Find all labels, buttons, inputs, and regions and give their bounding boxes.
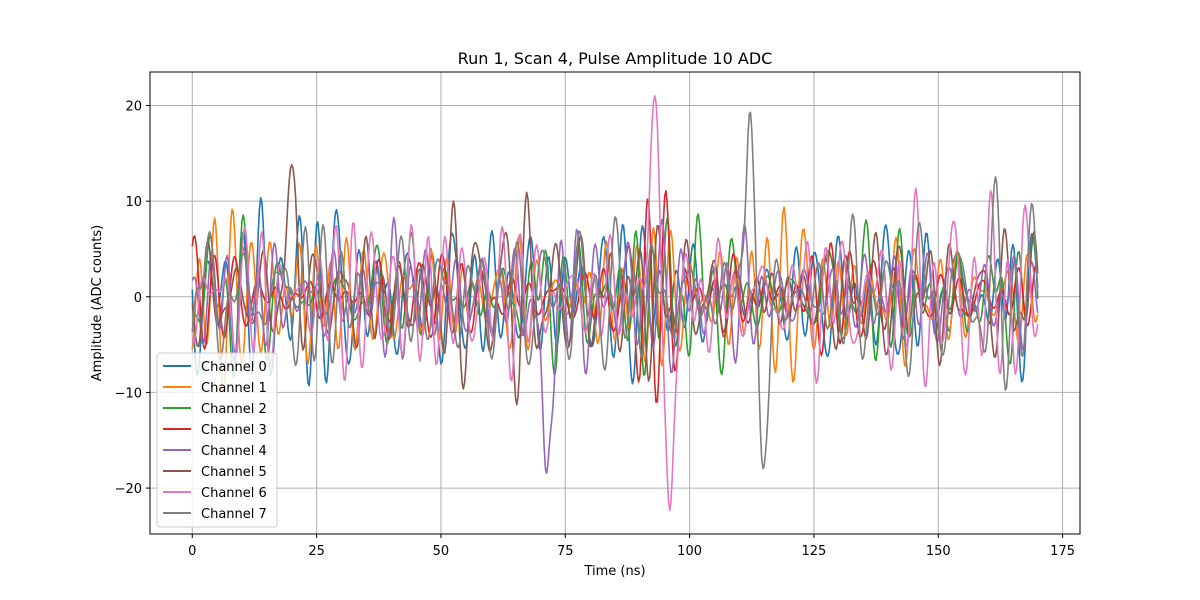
y-tick-label: −20 — [115, 482, 142, 497]
plot-frame — [149, 71, 1081, 535]
x-tick-label: 0 — [188, 544, 196, 559]
y-axis-ticks: −20 −10 0 10 20 — [115, 99, 150, 497]
series-line — [191, 111, 1039, 470]
legend-label: Channel 3 — [201, 423, 267, 438]
legend-label: Channel 2 — [201, 402, 267, 417]
x-tick-label: 75 — [557, 544, 574, 559]
x-tick-label: 175 — [1050, 544, 1075, 559]
series-lines — [191, 95, 1039, 512]
legend-label: Channel 5 — [201, 465, 267, 480]
x-tick-label: 100 — [677, 544, 702, 559]
x-tick-label: 125 — [802, 544, 827, 559]
legend-label: Channel 6 — [201, 486, 267, 501]
y-tick-label: 20 — [125, 99, 142, 114]
legend-label: Channel 0 — [201, 360, 267, 375]
legend-label: Channel 7 — [201, 507, 267, 522]
x-tick-label: 25 — [308, 544, 325, 559]
series-line — [191, 95, 1039, 512]
legend-box — [156, 352, 278, 528]
legend-label: Channel 4 — [201, 444, 267, 459]
x-tick-label: 150 — [926, 544, 951, 559]
y-axis-label: Amplitude (ADC counts) — [90, 225, 105, 381]
chart-title: Run 1, Scan 4, Pulse Amplitude 10 ADC — [458, 49, 773, 68]
x-axis-label: Time (ns) — [583, 564, 645, 579]
y-tick-label: 0 — [134, 291, 142, 306]
y-tick-label: 10 — [125, 195, 142, 210]
legend: Channel 0 Channel 1 Channel 2 Channel 3 Chan… — [156, 352, 278, 528]
legend-label: Channel 1 — [201, 381, 267, 396]
x-tick-label: 50 — [433, 544, 450, 559]
x-axis-ticks: 0 25 50 75 100 125 150 175 — [188, 534, 1075, 559]
y-tick-label: −10 — [115, 386, 142, 401]
